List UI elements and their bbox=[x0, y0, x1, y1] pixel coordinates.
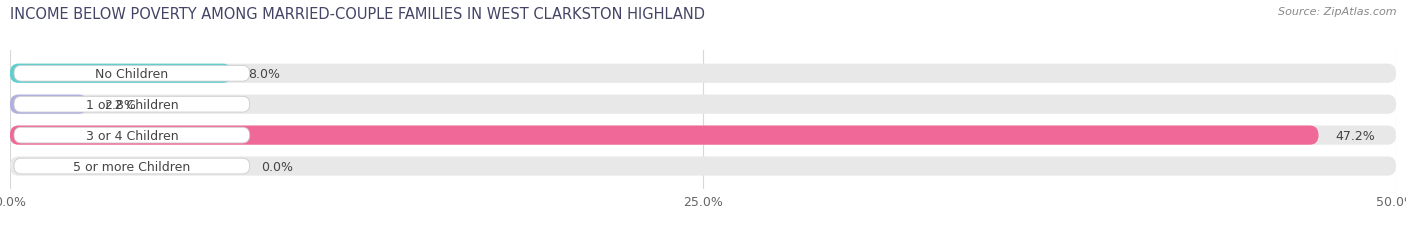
Text: 5 or more Children: 5 or more Children bbox=[73, 160, 190, 173]
Text: Source: ZipAtlas.com: Source: ZipAtlas.com bbox=[1278, 7, 1396, 17]
FancyBboxPatch shape bbox=[14, 158, 250, 174]
Text: 2.8%: 2.8% bbox=[104, 98, 136, 111]
FancyBboxPatch shape bbox=[10, 157, 1396, 176]
Text: INCOME BELOW POVERTY AMONG MARRIED-COUPLE FAMILIES IN WEST CLARKSTON HIGHLAND: INCOME BELOW POVERTY AMONG MARRIED-COUPL… bbox=[10, 7, 704, 22]
Text: 3 or 4 Children: 3 or 4 Children bbox=[86, 129, 179, 142]
FancyBboxPatch shape bbox=[10, 126, 1396, 145]
Text: 47.2%: 47.2% bbox=[1336, 129, 1375, 142]
FancyBboxPatch shape bbox=[10, 95, 1396, 114]
FancyBboxPatch shape bbox=[14, 97, 250, 112]
Text: 1 or 2 Children: 1 or 2 Children bbox=[86, 98, 179, 111]
FancyBboxPatch shape bbox=[10, 64, 1396, 83]
FancyBboxPatch shape bbox=[10, 95, 87, 114]
Text: 8.0%: 8.0% bbox=[249, 67, 280, 80]
Text: 0.0%: 0.0% bbox=[260, 160, 292, 173]
Text: No Children: No Children bbox=[96, 67, 169, 80]
FancyBboxPatch shape bbox=[10, 126, 1319, 145]
FancyBboxPatch shape bbox=[10, 64, 232, 83]
FancyBboxPatch shape bbox=[14, 128, 250, 143]
FancyBboxPatch shape bbox=[14, 66, 250, 82]
